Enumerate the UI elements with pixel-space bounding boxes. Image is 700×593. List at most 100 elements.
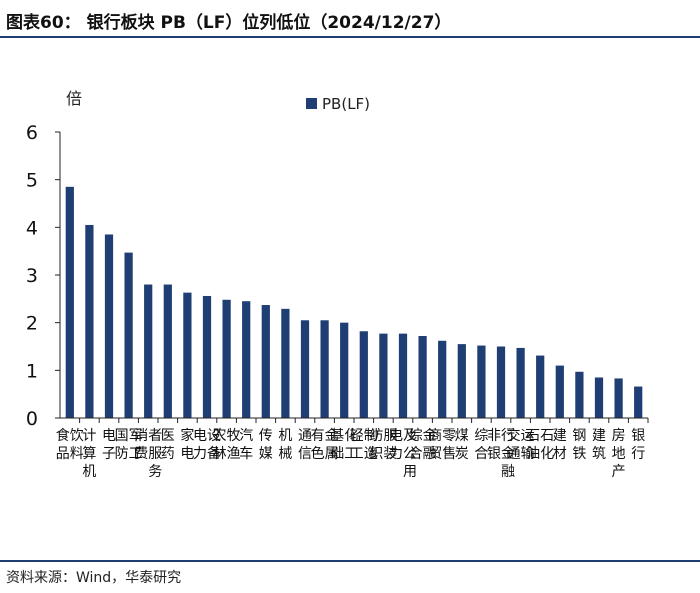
x-tick-label-char: 电 <box>389 428 403 444</box>
x-tick-label-char: 合 <box>409 446 423 462</box>
x-tick-label-char: 银 <box>631 428 645 444</box>
bar <box>65 186 74 418</box>
x-tick-label-char: 石 <box>540 428 554 444</box>
x-tick-label-char: 造 <box>364 446 378 462</box>
y-tick-label: 4 <box>26 217 38 239</box>
x-tick-label-char: 金 <box>325 428 339 444</box>
x-tick-label-char: 消 <box>134 428 148 444</box>
bar <box>85 224 94 418</box>
x-tick-label-char: 者 <box>148 428 162 444</box>
x-axis: 食品饮料计算机电子国防军工消费者服务医药家电电力设备农林牧渔汽车传媒机械通信有色… <box>56 417 649 480</box>
x-tick-label-char: 电 <box>180 446 194 462</box>
x-tick-label-char: 色 <box>311 445 325 462</box>
x-tick-label-char: 产 <box>612 464 626 480</box>
x-tick-label-char: 钢 <box>572 428 586 444</box>
bar <box>457 344 466 418</box>
bar <box>634 386 643 418</box>
x-tick-label-char: 工 <box>344 446 358 462</box>
x-tick-label-char: 设 <box>207 428 221 444</box>
y-tick-label: 3 <box>26 265 38 287</box>
x-tick-label-char: 化 <box>344 428 358 444</box>
x-tick-label-char: 零 <box>442 428 456 444</box>
bar <box>398 333 408 418</box>
x-tick-label-char: 农 <box>213 428 227 444</box>
x-tick-label: 传媒 <box>259 428 273 462</box>
x-tick-label-char: 子 <box>102 446 116 462</box>
y-axis-label: 倍 <box>66 89 82 108</box>
x-tick-label: 机械 <box>278 428 292 462</box>
x-tick-label: 家电 <box>180 427 194 462</box>
x-tick-label-char: 车 <box>239 445 253 462</box>
x-tick-label-char: 基 <box>330 427 344 444</box>
title-rule <box>0 36 700 38</box>
x-tick-label-char: 融 <box>501 464 515 480</box>
bar <box>614 378 623 418</box>
x-tick-label-char: 林 <box>213 446 227 462</box>
bar <box>144 284 153 418</box>
x-tick-label-char: 渔 <box>227 446 241 462</box>
bar <box>516 347 525 418</box>
x-tick-label-char: 备 <box>207 445 221 462</box>
x-tick-label-char: 品 <box>56 446 70 462</box>
x-tick-label-char: 融 <box>423 446 437 462</box>
x-tick-label-char: 商 <box>428 428 442 444</box>
x-tick-label-char: 地 <box>612 446 626 462</box>
bar <box>163 284 172 418</box>
x-tick-label-char: 汽 <box>239 428 253 444</box>
x-tick-label: 汽车 <box>239 428 253 462</box>
x-tick-label-char: 铁 <box>572 446 586 462</box>
x-tick-label-char: 运 <box>521 428 535 444</box>
bar <box>222 299 231 418</box>
y-tick-label: 5 <box>26 170 38 192</box>
x-tick-label-char: 非 <box>487 428 501 444</box>
x-tick-label: 综合 <box>474 428 488 462</box>
y-tick-label: 0 <box>26 408 38 430</box>
x-tick-label-char: 银 <box>487 446 501 462</box>
x-tick-label-char: 金 <box>423 428 437 444</box>
x-tick-label: 煤炭 <box>455 428 469 462</box>
x-tick-label-char: 有 <box>311 428 325 444</box>
x-tick-label-char: 牧 <box>227 428 241 444</box>
x-tick-label-char: 轻 <box>350 428 364 444</box>
x-tick-label-char: 机 <box>82 464 96 480</box>
x-tick-label-char: 费 <box>134 446 148 462</box>
x-tick-label-char: 通 <box>298 428 312 444</box>
x-tick-label: 钢铁 <box>572 428 586 462</box>
x-tick-label-char: 家 <box>180 427 194 444</box>
bar <box>104 234 114 418</box>
x-tick-label-char: 合 <box>474 446 488 462</box>
bar <box>300 320 310 418</box>
x-tick-label-char: 计 <box>82 428 96 444</box>
x-tick-label-char: 油 <box>526 446 540 462</box>
x-tick-label-char: 输 <box>521 446 535 462</box>
x-tick-label-char: 力 <box>193 446 207 462</box>
x-tick-label-char: 械 <box>278 446 292 462</box>
x-tick-label-char: 算 <box>82 446 96 462</box>
x-tick-label-char: 煤 <box>455 428 469 444</box>
x-tick-label-char: 属 <box>325 446 339 462</box>
x-tick-label-char: 织 <box>369 446 383 462</box>
y-axis: 0 1 2 3 4 5 6 <box>26 122 61 430</box>
x-tick-label-char: 炭 <box>455 446 469 462</box>
x-tick-label: 建筑 <box>592 428 606 462</box>
x-tick-label-char: 综 <box>409 428 423 444</box>
x-tick-label-char: 药 <box>161 446 175 462</box>
bar <box>477 345 486 418</box>
bar <box>359 331 368 418</box>
x-tick-label: 银行 <box>631 428 645 462</box>
x-tick-label-char: 服 <box>148 446 162 462</box>
x-tick-label-char: 力 <box>389 446 403 462</box>
x-tick-label-char: 筑 <box>592 446 606 462</box>
legend-swatch <box>306 98 317 109</box>
x-tick-label-char: 制 <box>364 428 378 444</box>
x-tick-label-char: 公 <box>403 446 417 462</box>
x-tick-label-char: 传 <box>259 428 273 444</box>
